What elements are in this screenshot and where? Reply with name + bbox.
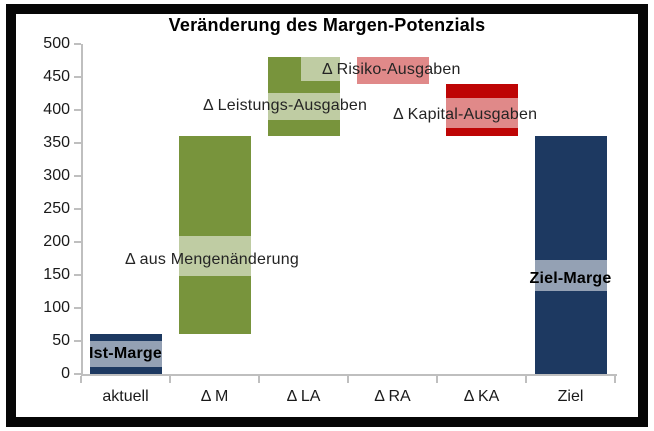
x-axis-category-label: aktuell	[102, 388, 149, 405]
y-axis-tick-mark	[74, 274, 81, 276]
x-axis-tick-mark	[614, 376, 616, 383]
y-axis-tick-label: 200	[43, 233, 70, 250]
y-axis-tick-mark	[74, 307, 81, 309]
x-axis-tick-mark	[525, 376, 527, 383]
bar-label-band	[534, 259, 607, 291]
x-axis-category-label: Ziel	[557, 388, 584, 405]
chart-title: Veränderung des Margen-Potenzials	[168, 15, 486, 35]
waterfall-bar	[267, 57, 340, 137]
y-axis-tick-mark	[74, 241, 81, 243]
segment-label: Δ aus Mengenänderung	[125, 251, 299, 269]
bar-label: Ist-Marge	[89, 344, 162, 362]
waterfall-bar	[356, 57, 429, 84]
bar-label-band	[178, 236, 251, 277]
y-axis-tick-label: 400	[43, 101, 70, 118]
waterfall-bar	[178, 136, 251, 335]
y-axis-tick-label: 350	[43, 134, 70, 151]
plot-area	[81, 44, 617, 376]
y-axis-tick-mark	[74, 373, 81, 375]
x-axis-category-label: Δ RA	[374, 388, 411, 405]
y-axis-tick-label: 100	[43, 299, 70, 316]
x-axis-category-label: Δ LA	[286, 388, 321, 405]
y-axis-tick-label: 300	[43, 167, 70, 184]
y-axis-tick-mark	[74, 142, 81, 144]
segment-label: Δ Kapital-Ausgaben	[393, 106, 538, 124]
y-axis-tick-label: 250	[43, 200, 70, 217]
y-axis-tick-mark	[74, 175, 81, 177]
y-axis-tick-label: 150	[43, 266, 70, 283]
x-axis-category-label: Δ M	[200, 388, 229, 405]
bar-label-band	[267, 92, 340, 120]
x-axis-tick-mark	[169, 376, 171, 383]
y-axis-tick-label: 50	[52, 332, 70, 349]
x-axis-tick-mark	[258, 376, 260, 383]
segment-label: Δ Leistungs-Ausgaben	[203, 97, 368, 115]
bar-corner-label-band	[301, 57, 340, 81]
x-axis-tick-mark	[347, 376, 349, 383]
y-axis-tick-label: 450	[43, 68, 70, 85]
y-axis-tick-mark	[74, 76, 81, 78]
waterfall-bar	[445, 83, 518, 137]
y-axis-tick-mark	[74, 340, 81, 342]
segment-label: Δ Risiko-Ausgaben	[322, 61, 461, 79]
x-axis-tick-mark	[80, 376, 82, 383]
waterfall-bar	[89, 334, 162, 374]
bar-label-band	[445, 98, 518, 128]
x-axis-tick-mark	[436, 376, 438, 383]
bar-label-band	[89, 340, 162, 367]
x-axis-category-label: Δ KA	[463, 388, 500, 405]
y-axis-tick-label: 0	[61, 365, 70, 382]
bar-label: Ziel-Marge	[529, 269, 612, 287]
bar-label-band	[356, 57, 429, 84]
y-axis-tick-mark	[74, 109, 81, 111]
y-axis-tick-mark	[74, 208, 81, 210]
y-axis-tick-mark	[74, 43, 81, 45]
y-axis-tick-label: 500	[43, 35, 70, 52]
waterfall-bar	[534, 136, 607, 374]
